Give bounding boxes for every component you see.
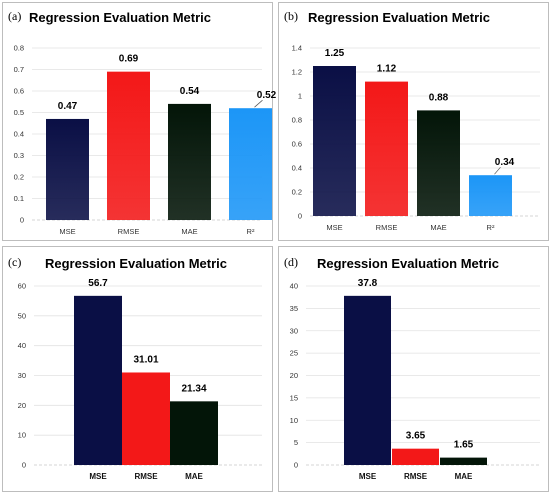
y-tick-label: 0.4 bbox=[292, 164, 302, 173]
y-tick-label: 0 bbox=[22, 461, 26, 470]
x-tick-label: MSE bbox=[326, 223, 342, 232]
panel-label: (d) bbox=[284, 255, 298, 269]
x-tick-label: RMSE bbox=[404, 472, 428, 481]
value-label-mse: 37.8 bbox=[358, 278, 378, 289]
x-tick-label: MSE bbox=[59, 227, 75, 236]
y-tick-label: 10 bbox=[290, 416, 298, 425]
panel-border bbox=[278, 2, 549, 241]
bar-mae bbox=[168, 103, 211, 220]
bar-rmse bbox=[392, 448, 439, 465]
value-label-mae: 0.54 bbox=[180, 86, 200, 97]
bar-mse bbox=[74, 295, 122, 465]
y-tick-label: 0.8 bbox=[14, 44, 24, 53]
y-tick-label: 5 bbox=[294, 438, 298, 447]
y-tick-label: 0.3 bbox=[14, 151, 24, 160]
label-leader-line bbox=[254, 99, 263, 108]
value-label-r2: 0.34 bbox=[495, 157, 515, 168]
chart-panel-2: (b) Regression Evaluation Metric 0 0.2 0.4 0.… bbox=[278, 2, 549, 241]
panel-border bbox=[278, 246, 549, 492]
y-tick-label: 10 bbox=[18, 431, 26, 440]
chart-title: Regression Evaluation Metric bbox=[308, 10, 490, 25]
bar-mse bbox=[313, 66, 356, 216]
value-label-mae: 1.65 bbox=[454, 440, 474, 451]
y-tick-label: 20 bbox=[290, 371, 298, 380]
y-tick-label: 40 bbox=[18, 341, 26, 350]
value-label-mse: 0.47 bbox=[58, 101, 78, 112]
bar-mse bbox=[46, 118, 89, 220]
y-tick-label: 0 bbox=[20, 216, 24, 225]
chart-panel-1: (a) Regression Evaluation Metric 0 0.1 0.2 0.… bbox=[2, 2, 277, 241]
y-tick-label: 1.2 bbox=[292, 68, 302, 77]
panel-border bbox=[2, 246, 273, 492]
value-label-mse: 1.25 bbox=[325, 48, 345, 59]
bar-mae bbox=[170, 401, 218, 465]
y-tick-label: 40 bbox=[290, 282, 298, 291]
value-label-mse: 56.7 bbox=[88, 278, 108, 289]
chart-panel-3: (c) Regression Evaluation Metric 0 10 20 30 40… bbox=[2, 246, 273, 492]
bar-mae bbox=[440, 457, 487, 465]
y-tick-label: 0.2 bbox=[292, 188, 302, 197]
y-tick-label: 60 bbox=[18, 282, 26, 291]
bar-rmse bbox=[365, 81, 408, 216]
x-tick-label: MAE bbox=[185, 472, 203, 481]
x-tick-label: R² bbox=[247, 227, 255, 236]
value-label-mae: 0.88 bbox=[429, 92, 449, 103]
x-tick-label: RMSE bbox=[376, 223, 398, 232]
chart-title: Regression Evaluation Metric bbox=[29, 10, 211, 25]
panel-label: (c) bbox=[8, 255, 21, 269]
y-tick-label: 0 bbox=[298, 212, 302, 221]
value-label-rmse: 31.01 bbox=[133, 354, 158, 365]
bar-mae bbox=[417, 110, 460, 216]
y-tick-label: 0.6 bbox=[292, 140, 302, 149]
chart-title: Regression Evaluation Metric bbox=[45, 256, 227, 271]
value-label-mae: 21.34 bbox=[181, 383, 206, 394]
panel-border bbox=[2, 2, 273, 241]
x-tick-label: MAE bbox=[430, 223, 446, 232]
x-tick-label: RMSE bbox=[134, 472, 158, 481]
y-tick-label: 0.1 bbox=[14, 194, 24, 203]
x-tick-label: MAE bbox=[181, 227, 197, 236]
y-tick-label: 0.2 bbox=[14, 173, 24, 182]
bar-r2 bbox=[469, 175, 512, 216]
chart-panel-4: (d) Regression Evaluation Metric 0 5 10 15 20 2… bbox=[278, 246, 549, 492]
x-tick-label: MAE bbox=[455, 472, 473, 481]
y-tick-label: 15 bbox=[290, 393, 298, 402]
y-tick-label: 0.5 bbox=[14, 108, 24, 117]
x-tick-label: R² bbox=[487, 223, 495, 232]
x-tick-label: RMSE bbox=[118, 227, 140, 236]
y-tick-label: 1.4 bbox=[292, 44, 302, 53]
bar-rmse bbox=[122, 372, 170, 465]
y-tick-label: 50 bbox=[18, 311, 26, 320]
y-tick-label: 0.4 bbox=[14, 130, 24, 139]
chart-title: Regression Evaluation Metric bbox=[317, 256, 499, 271]
label-leader-line bbox=[494, 166, 501, 175]
value-label-rmse: 0.69 bbox=[119, 54, 139, 65]
y-tick-label: 0 bbox=[294, 461, 298, 470]
y-tick-label: 35 bbox=[290, 304, 298, 313]
x-tick-label: MSE bbox=[89, 472, 107, 481]
y-tick-label: 30 bbox=[18, 371, 26, 380]
y-tick-label: 20 bbox=[18, 401, 26, 410]
panel-label: (a) bbox=[8, 9, 21, 23]
value-label-rmse: 3.65 bbox=[406, 431, 426, 442]
panel-label: (b) bbox=[284, 9, 298, 23]
y-tick-label: 30 bbox=[290, 326, 298, 335]
x-tick-label: MSE bbox=[359, 472, 377, 481]
y-tick-label: 25 bbox=[290, 349, 298, 358]
y-tick-label: 0.6 bbox=[14, 87, 24, 96]
bar-rmse bbox=[107, 71, 150, 221]
y-tick-label: 0.8 bbox=[292, 116, 302, 125]
y-tick-label: 1 bbox=[298, 92, 302, 101]
value-label-r2: 0.52 bbox=[257, 90, 277, 101]
bar-mse bbox=[344, 295, 391, 465]
bar-r2 bbox=[229, 108, 272, 220]
y-tick-label: 0.7 bbox=[14, 65, 24, 74]
value-label-rmse: 1.12 bbox=[377, 64, 397, 75]
